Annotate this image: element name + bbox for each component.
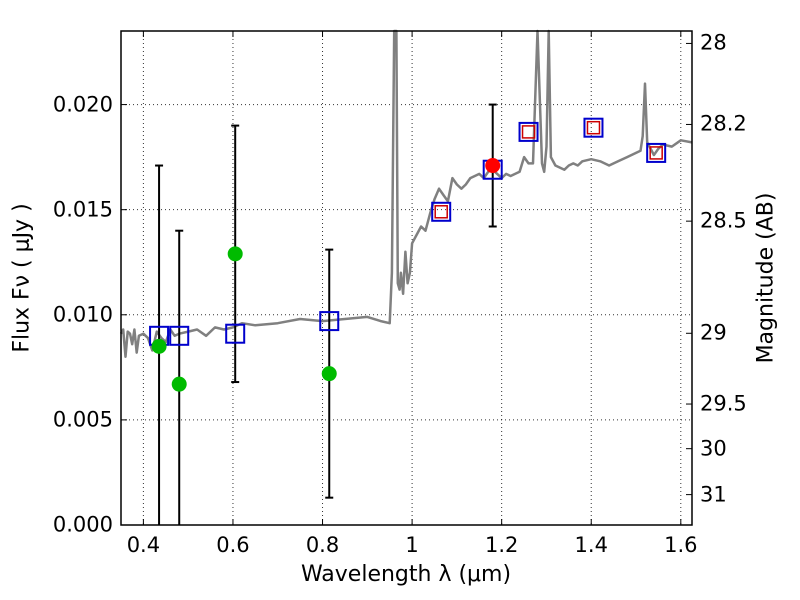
tick-mark-layer: [121, 31, 692, 526]
right-tick-label: 28: [700, 30, 727, 55]
observed-nir-point: [485, 158, 501, 174]
observed-nir-filter-marker: [521, 125, 536, 139]
y-tick-label: 0.010: [52, 302, 113, 327]
x-tick-label: 0.6: [216, 533, 250, 557]
y-tick-label: 0.020: [52, 92, 113, 117]
observed-nir-filter-marker: [586, 120, 601, 135]
model-photometry-marker: [646, 142, 667, 163]
model-sed-layer: [119, 29, 693, 359]
y-axis-label: Flux Fν ( μJy ): [9, 203, 35, 353]
right-tick-label: 30: [700, 436, 727, 461]
model-photometry-marker: [431, 201, 452, 222]
right-tick-label: 28.2: [700, 111, 747, 136]
x-tick-label: 0.4: [126, 533, 161, 557]
observed-optical-point: [151, 338, 167, 354]
x-tick-label: 1: [405, 533, 419, 557]
model-photometry-marker: [319, 311, 340, 332]
x-axis-label: Wavelength λ (μm): [300, 562, 512, 587]
x-tick-label: 1.6: [664, 533, 698, 557]
marker-layer: [149, 117, 667, 392]
x-tick-label: 0.8: [305, 533, 340, 557]
observed-optical-point: [321, 366, 337, 382]
right-tick-label: 29.5: [700, 391, 747, 416]
y-tick-label: 0.005: [52, 407, 113, 432]
right-tick-label: 31: [700, 482, 727, 507]
y-tick-label: 0.000: [52, 512, 113, 537]
model-photometry-marker: [518, 121, 539, 142]
model-photometry-marker: [583, 117, 604, 138]
right-axis-label: Magnitude (AB): [753, 192, 779, 364]
x-tick-label: 1.4: [574, 533, 608, 557]
observed-nir-filter-marker: [649, 146, 663, 160]
right-tick-label: 28.5: [700, 208, 747, 233]
model-photometry-marker: [169, 325, 190, 346]
observed-nir-filter-marker: [434, 205, 448, 219]
observed-optical-point: [171, 376, 187, 392]
right-tick-label: 29: [700, 320, 727, 345]
y-tick-label: 0.015: [52, 197, 113, 222]
plot-frame: [120, 30, 693, 526]
model-sed-line: [119, 29, 693, 359]
model-photometry-marker: [225, 323, 246, 344]
x-tick-label: 1.2: [484, 533, 519, 557]
observed-optical-point: [227, 246, 243, 262]
